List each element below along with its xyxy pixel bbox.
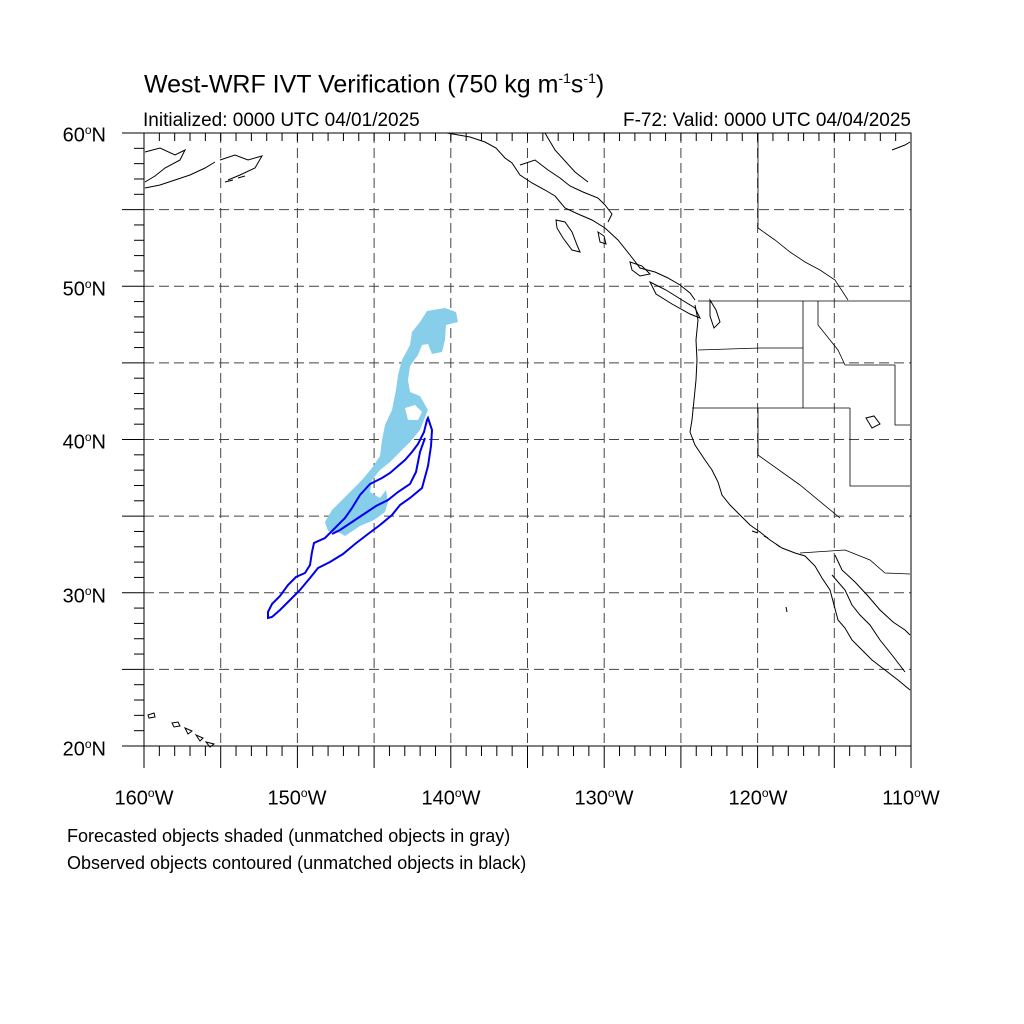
lon-label-150: 150oW xyxy=(267,786,327,810)
lat-label-40: 40oN xyxy=(62,430,106,454)
graticule xyxy=(144,133,911,746)
axis-ticks xyxy=(122,132,912,768)
lon-label-110: 110oW xyxy=(882,786,940,810)
lat-label-20: 20oN xyxy=(62,737,106,761)
lat-label-50: 50oN xyxy=(62,277,106,301)
forecast-ivt-object xyxy=(325,308,458,536)
lon-label-130: 130oW xyxy=(574,786,634,810)
lon-label-120: 120oW xyxy=(728,786,788,810)
lat-label-60: 60oN xyxy=(62,123,106,147)
legend-note-forecast: Forecasted objects shaded (unmatched obj… xyxy=(67,826,511,846)
lon-label-160: 160oW xyxy=(114,786,174,810)
init-time-label: Initialized: 0000 UTC 04/01/2025 xyxy=(143,110,420,131)
valid-time-label: F-72: Valid: 0000 UTC 04/04/2025 xyxy=(623,110,911,131)
lon-label-140: 140oW xyxy=(421,786,481,810)
coastline xyxy=(144,132,911,748)
observed-ivt-contour xyxy=(267,415,434,620)
borders xyxy=(692,133,911,575)
legend-note-observed: Observed objects contoured (unmatched ob… xyxy=(67,853,527,873)
lat-label-30: 30oN xyxy=(62,584,106,608)
map-title: West-WRF IVT Verification (750 kg m-1s-1… xyxy=(144,70,605,99)
